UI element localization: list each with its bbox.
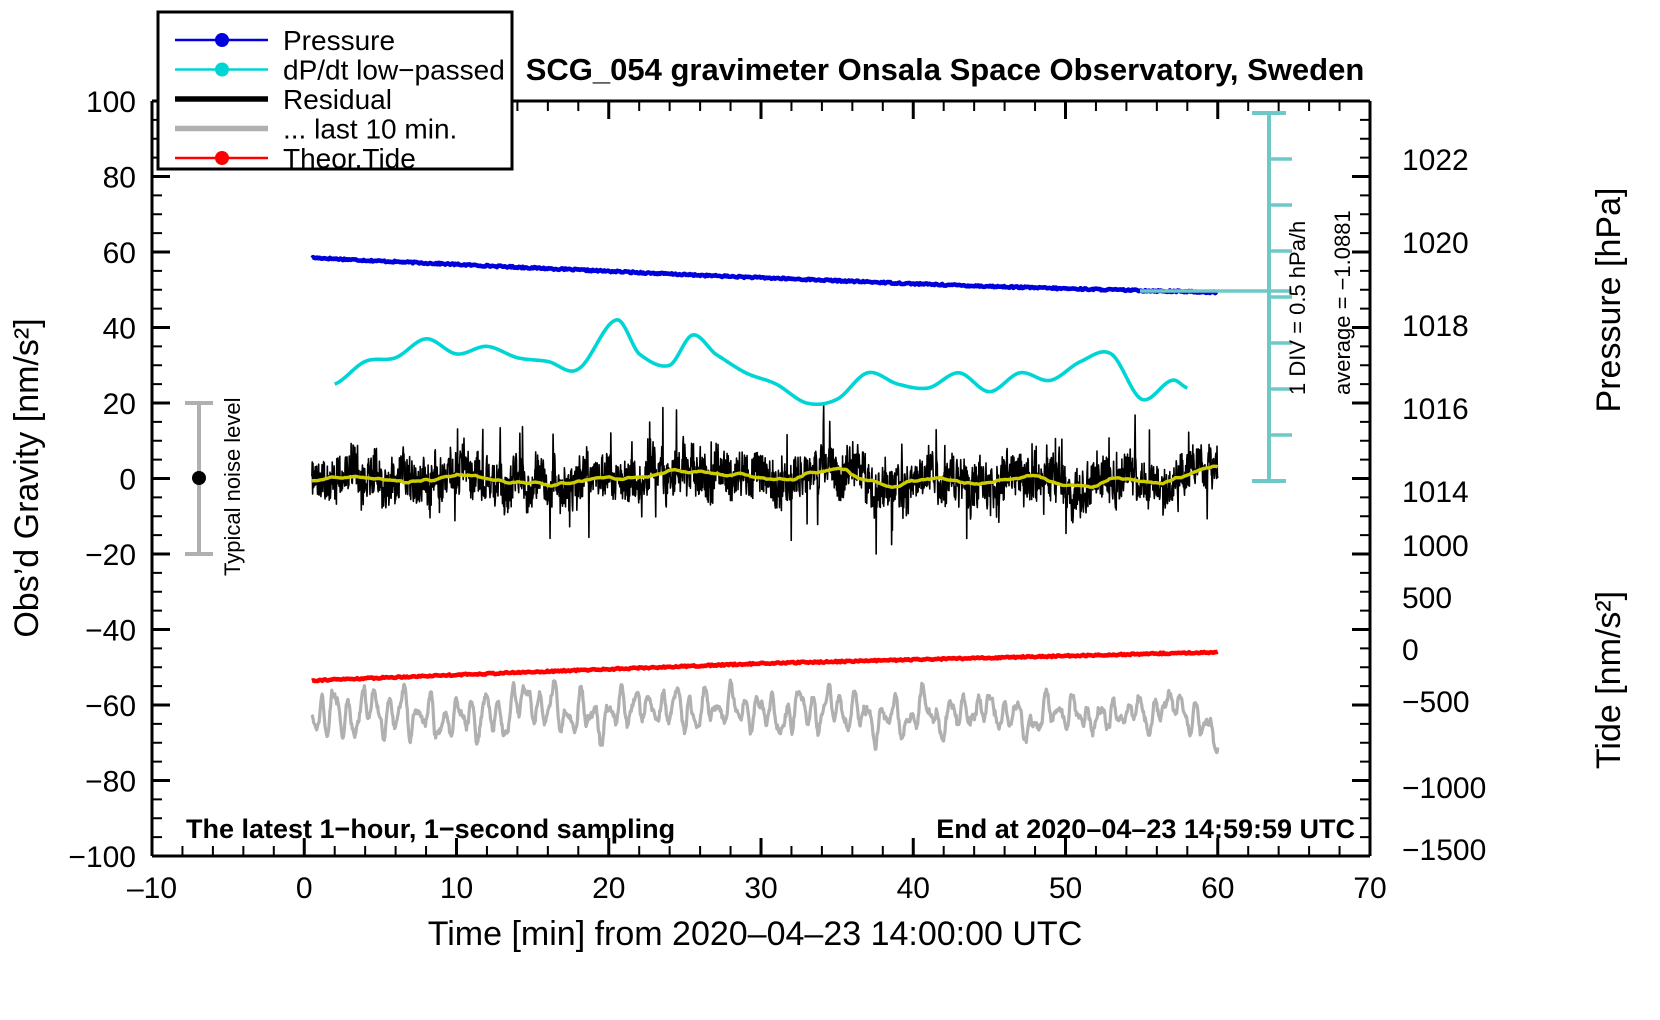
page-title: SCG_054 gravimeter Onsala Space Observat… <box>526 52 1365 87</box>
noise-level-indicator: Typical noise level <box>185 397 245 576</box>
legend-label: Pressure <box>283 25 395 56</box>
y-left-tick-label: 20 <box>103 388 136 421</box>
scalebar-average-label: average = −1.0881 <box>1330 210 1355 395</box>
y-left-tick-label: −80 <box>85 766 136 799</box>
legend-label: Theor.Tide <box>283 143 416 174</box>
x-tick-label: 60 <box>1201 872 1234 905</box>
y-axis-left-title: Obs’d Gravity [nm/s²] <box>8 318 46 637</box>
y-axis-pressure-title: Pressure [hPa] <box>1590 188 1628 413</box>
legend-label: Residual <box>283 84 392 115</box>
y-left-tick-label: 40 <box>103 313 136 346</box>
y-axis-tide-title: Tide [nm/s²] <box>1590 591 1628 769</box>
pressure-tick-label: 1018 <box>1402 310 1469 343</box>
series-residual-smoothed <box>311 464 1219 489</box>
x-axis-tick-labels: –10 0 10 20 30 40 50 60 70 <box>127 872 1387 905</box>
tide-tick-labels: 1000 500 0 −500 −1000 −1500 <box>1402 530 1486 867</box>
y-left-tick-label: −40 <box>85 615 136 648</box>
y-left-tick-label: 0 <box>119 464 136 497</box>
y-left-tick-label: −100 <box>68 841 136 874</box>
pressure-tick-label: 1014 <box>1402 476 1469 509</box>
y-left-tick-label: −20 <box>85 539 136 572</box>
x-tick-label: 30 <box>744 872 777 905</box>
y-left-tick-label: 100 <box>86 86 136 119</box>
legend-item[interactable]: Pressure <box>175 25 395 56</box>
footer-left-note: The latest 1−hour, 1−second sampling <box>186 814 675 844</box>
noise-bar-center-dot <box>192 471 206 485</box>
legend-marker <box>215 33 229 47</box>
x-tick-label: 20 <box>592 872 625 905</box>
tide-tick-label: 0 <box>1402 634 1419 667</box>
x-tick-label: –10 <box>127 872 177 905</box>
tide-tick-label: 1000 <box>1402 530 1469 563</box>
series-theoretical-tide <box>311 649 1219 684</box>
pressure-tick-label: 1016 <box>1402 393 1469 426</box>
tide-tick-label: −1000 <box>1402 772 1486 805</box>
series-last-10-min <box>310 678 1220 755</box>
legend-marker <box>215 62 229 77</box>
series-residual <box>311 403 1219 555</box>
x-tick-label: 70 <box>1353 872 1386 905</box>
tide-tick-label: 500 <box>1402 582 1452 615</box>
legend-label: dP/dt low−passed <box>283 55 505 86</box>
legend-item[interactable]: Residual <box>175 84 392 115</box>
legend-item[interactable]: Theor.Tide <box>175 143 416 174</box>
x-tick-label: 50 <box>1049 872 1082 905</box>
legend-item[interactable]: ... last 10 min. <box>175 114 457 145</box>
noise-level-label: Typical noise level <box>220 397 245 576</box>
x-axis-title: Time [min] from 2020–04–23 14:00:00 UTC <box>428 915 1083 953</box>
series-pressure <box>310 254 1219 296</box>
y-axis-right-ticks <box>1352 99 1370 858</box>
x-tick-label: 10 <box>440 872 473 905</box>
x-tick-label: 0 <box>296 872 313 905</box>
y-axis-left-tick-labels: 100 80 60 40 20 0 −20 −40 −60 −80 −100 <box>68 86 136 874</box>
y-left-tick-label: −60 <box>85 690 136 723</box>
pressure-rate-scalebar: 1 DIV = 0.5 hPa/h average = −1.0881 <box>1140 111 1355 483</box>
x-tick-label: 40 <box>897 872 930 905</box>
y-left-tick-label: 60 <box>103 237 136 270</box>
scalebar-division-label: 1 DIV = 0.5 hPa/h <box>1285 221 1310 395</box>
tide-tick-label: −1500 <box>1402 834 1486 867</box>
footer-right-note: End at 2020–04–23 14:59:59 UTC <box>936 814 1355 844</box>
legend-label: ... last 10 min. <box>283 114 457 145</box>
legend-item[interactable]: dP/dt low−passed <box>175 55 505 86</box>
scalebar-ticks <box>1140 157 1292 437</box>
legend-marker <box>215 151 229 165</box>
pressure-tick-label: 1022 <box>1402 144 1469 177</box>
data-layer <box>310 254 1220 755</box>
pressure-tick-label: 1020 <box>1402 227 1469 260</box>
series-dpdt-lowpassed <box>333 318 1189 407</box>
tide-tick-label: −500 <box>1402 686 1470 719</box>
y-left-tick-label: 80 <box>103 162 136 195</box>
pressure-tick-labels: 1022 1020 1018 1016 1014 <box>1402 144 1469 509</box>
